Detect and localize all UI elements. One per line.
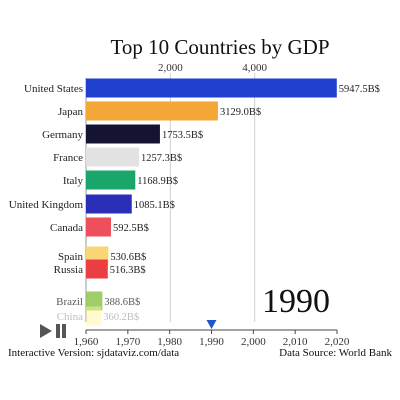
timeline-tick-label: 2,010 (283, 336, 308, 348)
interactive-version-link[interactable]: Interactive Version: sjdataviz.com/data (8, 347, 179, 359)
timeline-slider[interactable]: 1,960 1,970 1,980 1,990 2,000 2,010 2,020 (74, 320, 350, 348)
bar (86, 124, 160, 144)
country-label: Italy (63, 175, 84, 187)
x-tick-label: 4,000 (242, 62, 267, 74)
country-label: United Kingdom (9, 199, 84, 211)
bar (86, 217, 111, 237)
country-label: Spain (58, 251, 84, 263)
bar (86, 259, 108, 279)
country-label: Canada (50, 222, 83, 234)
country-labels: United States Japan Germany France Italy Unit… (9, 83, 84, 323)
timeline-tick-label: 1,990 (199, 336, 224, 348)
country-label: China (57, 311, 83, 323)
value-label: 592.5B$ (113, 223, 149, 234)
value-label: 360.2B$ (103, 312, 139, 323)
bar (86, 306, 102, 326)
bar (86, 194, 132, 214)
x-tick-label: 2,000 (158, 62, 183, 74)
value-label: 1257.3B$ (141, 153, 182, 164)
country-label: Russia (54, 264, 83, 276)
country-label: Japan (58, 106, 84, 118)
bar (86, 101, 218, 121)
value-label: 1753.5B$ (162, 130, 203, 141)
bar (86, 147, 140, 167)
value-label: 1168.9B$ (137, 176, 178, 187)
pause-icon-bar[interactable] (62, 324, 66, 338)
chart-title: Top 10 Countries by GDP (110, 35, 329, 59)
x-axis-top: 2,000 4,000 (158, 62, 268, 74)
value-labels: 5947.5B$ 3129.0B$ 1753.5B$ 1257.3B$ 1168.9B$… (103, 84, 380, 323)
play-pause-button[interactable] (40, 324, 66, 338)
value-label: 3129.0B$ (220, 107, 261, 118)
timeline-tick-label: 1,970 (115, 336, 140, 348)
value-label: 530.6B$ (110, 252, 146, 263)
data-source-note: Data Source: World Bank (279, 347, 392, 359)
timeline-handle[interactable] (206, 320, 217, 329)
value-label: 516.3B$ (110, 265, 146, 276)
bar (86, 291, 103, 311)
bars (86, 78, 337, 326)
timeline-tick-label: 1,980 (157, 336, 182, 348)
play-icon[interactable] (40, 324, 52, 338)
pause-icon[interactable] (56, 324, 60, 338)
timeline-tick-label: 2,000 (241, 336, 266, 348)
country-label: Brazil (56, 296, 83, 308)
value-label: 5947.5B$ (339, 84, 380, 95)
timeline-tick-label: 2,020 (325, 336, 350, 348)
current-year-label: 1990 (262, 283, 330, 320)
country-label: France (53, 152, 83, 164)
bar (86, 170, 136, 190)
value-label: 1085.1B$ (134, 200, 175, 211)
value-label: 388.6B$ (104, 297, 140, 308)
timeline-tick-label: 1,960 (74, 336, 99, 348)
country-label: United States (24, 83, 83, 95)
bar (86, 78, 337, 98)
country-label: Germany (42, 129, 83, 141)
